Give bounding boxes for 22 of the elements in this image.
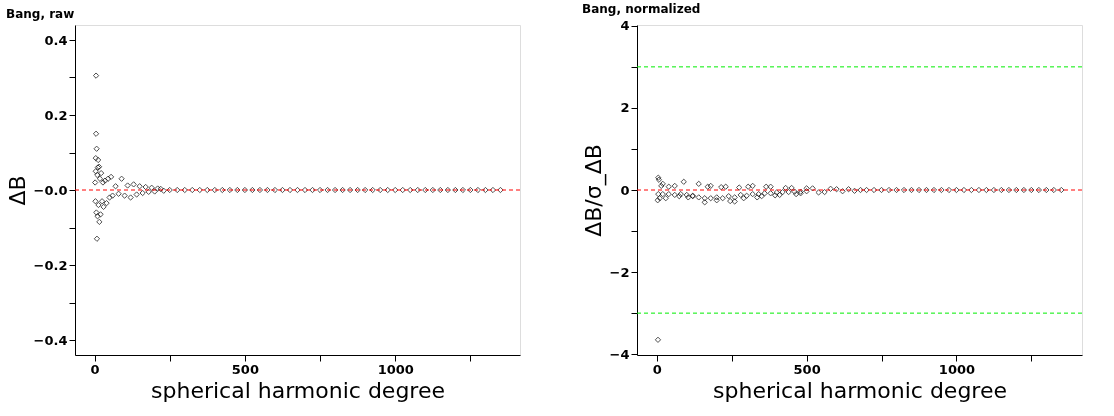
y-axis-title: ΔB	[4, 175, 30, 206]
x-axis-title: spherical harmonic degree	[713, 377, 1007, 403]
y-tick-label: −0.0	[33, 182, 68, 198]
x-tick-label: 500	[231, 361, 259, 377]
x-axis-title: spherical harmonic degree	[151, 377, 445, 403]
y-tick-label: −0.4	[33, 332, 68, 348]
y-tick-label: 4	[620, 18, 630, 34]
chart-title: Bang, raw	[6, 7, 75, 21]
x-tick-label: 1000	[938, 361, 976, 377]
x-tick-label: 1000	[377, 361, 414, 377]
x-tick-label: 0	[90, 361, 100, 377]
x-tick-label: 0	[652, 361, 662, 377]
y-tick-label: 0	[620, 182, 630, 198]
x-tick-label: 500	[793, 361, 821, 377]
y-tick-label: 2	[620, 100, 630, 116]
y-tick-label: 0.2	[44, 107, 68, 123]
y-tick-label: −2	[609, 264, 630, 280]
y-tick-label: −4	[609, 346, 630, 362]
y-tick-label: −0.2	[33, 257, 68, 273]
chart-title: Bang, normalized	[582, 1, 701, 16]
y-tick-label: 0.4	[44, 32, 68, 48]
y-axis-title: ΔB/σ_ΔB	[580, 144, 607, 237]
